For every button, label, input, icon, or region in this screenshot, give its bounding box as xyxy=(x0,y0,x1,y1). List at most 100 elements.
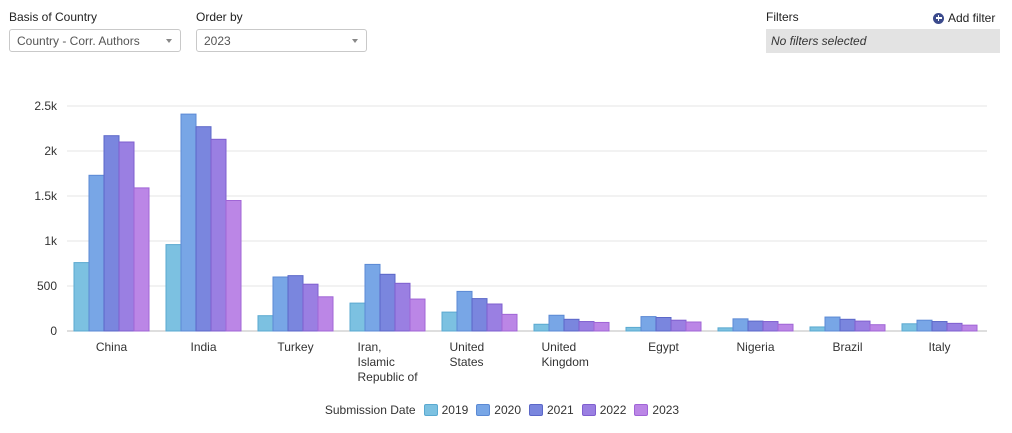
y-tick-label: 0 xyxy=(50,324,57,338)
x-tick-label: Turkey xyxy=(277,340,313,354)
bar-2022 xyxy=(578,321,595,332)
chevron-down-icon xyxy=(352,39,358,43)
y-tick-label: 2.5k xyxy=(34,99,58,113)
legend-item[interactable]: 2020 xyxy=(476,403,521,417)
bar-2019 xyxy=(625,326,642,332)
legend-label: 2023 xyxy=(652,403,680,417)
bar-2023 xyxy=(409,298,426,332)
y-tick-label: 2k xyxy=(44,144,58,158)
basis-select[interactable]: Country - Corr. Authors xyxy=(9,29,181,52)
bar-2021 xyxy=(195,126,212,332)
bar-2019 xyxy=(73,262,90,332)
legend-swatch xyxy=(634,404,649,416)
bar-2023 xyxy=(685,321,702,332)
bar-2023 xyxy=(133,187,150,332)
x-tick-label: United States xyxy=(450,340,485,369)
bar-2022 xyxy=(670,319,687,332)
bar-2022 xyxy=(762,321,779,332)
bar-2020 xyxy=(548,314,565,332)
x-tick-label: India xyxy=(190,340,216,354)
x-tick-label: Iran, Islamic Republic of xyxy=(358,340,419,384)
x-axis: China India Turkey Iran, Islamic Republic of U… xyxy=(96,340,951,384)
bar-2020 xyxy=(824,316,841,332)
legend-swatch xyxy=(529,404,543,416)
x-tick-label: Nigeria xyxy=(736,340,774,354)
y-tick-label: 500 xyxy=(37,279,57,293)
x-tick-label: Egypt xyxy=(648,340,679,354)
bar-2022 xyxy=(946,322,963,332)
bar-2020 xyxy=(88,174,105,332)
y-tick-label: 1k xyxy=(44,234,58,248)
x-tick-label: China xyxy=(96,340,128,354)
bars xyxy=(73,113,978,332)
add-filter-label: Add filter xyxy=(948,11,996,25)
bar-2019 xyxy=(441,311,458,332)
basis-select-value: Country - Corr. Authors xyxy=(17,34,140,48)
bar-2020 xyxy=(456,290,473,332)
bar-2019 xyxy=(901,323,918,332)
add-filter-button[interactable]: Add filter xyxy=(933,11,995,25)
bar-2020 xyxy=(732,318,749,332)
bar-2023 xyxy=(777,323,794,332)
order-select-value: 2023 xyxy=(204,34,231,48)
order-select[interactable]: 2023 xyxy=(196,29,367,52)
bar-2019 xyxy=(809,326,826,332)
bar-2021 xyxy=(931,321,948,332)
x-tick-label: Italy xyxy=(928,340,950,354)
legend-swatch xyxy=(423,404,438,416)
plus-circle-icon xyxy=(933,12,944,24)
legend: Submission Date 2019 2020 2021 2022 2023 xyxy=(0,403,1012,417)
filters-label: Filters xyxy=(766,10,799,24)
bar-2022 xyxy=(210,138,227,332)
bar-2023 xyxy=(225,200,242,332)
x-tick-label: United Kingdom xyxy=(542,340,589,369)
bar-2022 xyxy=(302,283,319,332)
filters-box: No filters selected xyxy=(766,29,1000,53)
bar-2020 xyxy=(640,316,657,332)
legend-swatch xyxy=(476,404,491,416)
order-label: Order by xyxy=(196,10,243,24)
bar-2020 xyxy=(180,113,197,332)
bar-2021 xyxy=(287,275,304,332)
bar-2023 xyxy=(593,321,610,332)
legend-swatch xyxy=(581,404,596,416)
legend-item[interactable]: 2019 xyxy=(423,403,469,417)
legend-item[interactable]: 2022 xyxy=(581,403,627,417)
bar-2020 xyxy=(272,276,289,332)
basis-label: Basis of Country xyxy=(9,10,98,24)
bar-2019 xyxy=(533,323,550,332)
legend-items: 2019 2020 2021 2022 2023 xyxy=(423,403,688,417)
bar-2019 xyxy=(165,244,182,332)
legend-item[interactable]: 2021 xyxy=(529,403,574,417)
bar-2022 xyxy=(486,303,503,332)
y-tick-label: 1.5k xyxy=(34,189,58,203)
bar-2020 xyxy=(364,263,381,332)
legend-item[interactable]: 2023 xyxy=(634,403,679,417)
bar-2022 xyxy=(854,320,871,332)
bar-2022 xyxy=(118,141,135,332)
legend-label: 2019 xyxy=(441,403,469,417)
bar-2023 xyxy=(869,324,886,332)
bar-2022 xyxy=(394,282,411,332)
bar-2020 xyxy=(916,319,933,332)
bar-2021 xyxy=(747,320,764,332)
legend-title: Submission Date xyxy=(324,403,416,417)
bar-2021 xyxy=(655,317,672,332)
bar-2021 xyxy=(471,298,488,332)
bar-2023 xyxy=(961,324,978,332)
filters-empty-text: No filters selected xyxy=(771,34,867,48)
bar-2021 xyxy=(379,273,396,332)
legend-label: 2021 xyxy=(547,403,574,417)
bar-2023 xyxy=(501,313,518,332)
bar-2021 xyxy=(839,318,856,332)
bar-chart: 0 500 1k 1.5k 2k 2.5k China India Turkey Iran, Is… xyxy=(34,99,987,384)
bar-2019 xyxy=(717,327,734,332)
bar-2021 xyxy=(103,135,120,332)
bar-2023 xyxy=(317,296,334,332)
bar-2019 xyxy=(257,315,274,332)
legend-label: 2022 xyxy=(599,403,627,417)
chevron-down-icon xyxy=(166,39,172,43)
bar-2019 xyxy=(349,302,366,332)
x-tick-label: Brazil xyxy=(832,340,862,354)
legend-label: 2020 xyxy=(494,403,521,417)
